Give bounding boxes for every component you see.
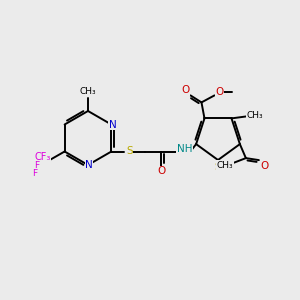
Text: O: O [182,85,190,95]
Text: CF₃: CF₃ [34,152,51,163]
Text: N: N [109,119,116,130]
Text: NH: NH [177,145,192,154]
Text: S: S [215,162,221,172]
Text: F: F [34,161,39,170]
Text: CH₃: CH₃ [217,160,233,169]
Text: CH₃: CH₃ [246,111,263,120]
Text: S: S [126,146,133,157]
Text: N: N [85,160,93,170]
Text: F: F [32,169,37,178]
Text: O: O [261,161,269,171]
Text: CH₃: CH₃ [80,86,96,95]
Text: O: O [157,167,166,176]
Text: O: O [215,87,223,98]
